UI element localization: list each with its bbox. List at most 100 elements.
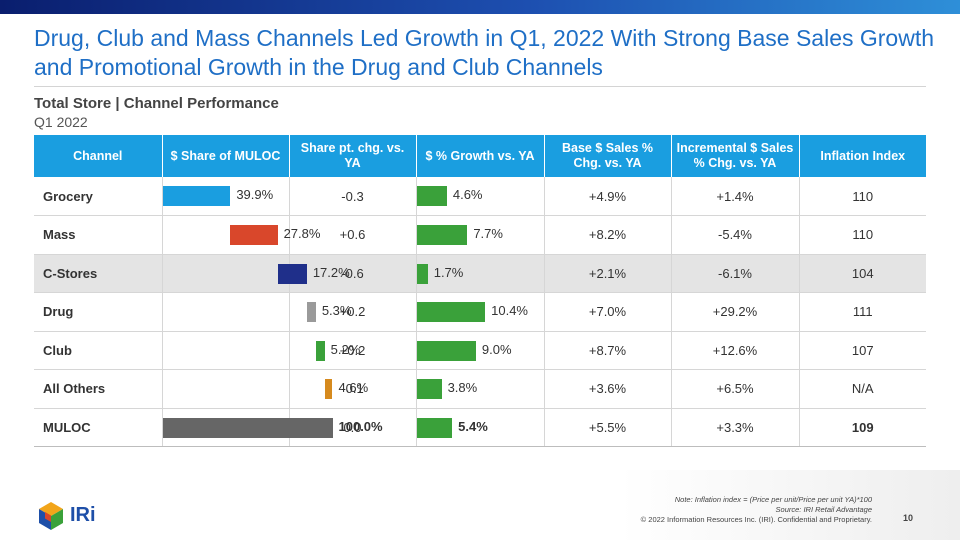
channel-name: MULOC — [34, 408, 163, 447]
share-change: -0.6 — [289, 254, 417, 293]
inflation-index: N/A — [799, 369, 926, 409]
share-bar — [162, 186, 231, 206]
share-cell: 100.0% — [162, 408, 383, 447]
growth-bar — [416, 225, 468, 245]
footnote-note: Note: Inflation index = (Price per unit/… — [674, 495, 872, 504]
table-row: MULOC 100.0% 0.0 5.4% +5.5% +3.3% 109 — [34, 408, 926, 447]
growth-label: 1.7% — [433, 264, 464, 280]
footnote: Note: Inflation index = (Price per unit/… — [675, 495, 872, 515]
header-share-chg: Share pt. chg. vs. YA — [289, 135, 417, 177]
growth-label: 5.4% — [458, 418, 488, 434]
share-bar — [230, 225, 278, 245]
share-label: 39.9% — [236, 187, 274, 202]
growth-cell: 7.7% — [416, 215, 545, 255]
base-sales-change: +5.5% — [544, 408, 672, 447]
inflation-index: 110 — [799, 215, 926, 255]
share-label: 27.8% — [283, 226, 321, 241]
growth-label: 4.6% — [452, 187, 483, 202]
channel-name: Mass — [34, 215, 163, 255]
base-sales-change: +7.0% — [544, 292, 672, 332]
share-bar — [315, 340, 325, 361]
share-bar — [306, 302, 316, 322]
incremental-sales-change: -6.1% — [671, 254, 800, 293]
channel-name: All Others — [34, 369, 163, 409]
inflation-index: 107 — [799, 331, 926, 370]
growth-bar — [416, 340, 476, 361]
base-sales-change: +3.6% — [544, 369, 672, 409]
table-row: C-Stores 17.2% -0.6 1.7% +2.1% -6.1% 104 — [34, 254, 926, 293]
growth-bar — [416, 417, 453, 438]
header-growth: $ % Growth vs. YA — [416, 135, 545, 177]
table-row: Club 5.2% +0.2 9.0% +8.7% +12.6% 107 — [34, 331, 926, 370]
incremental-sales-change: +1.4% — [671, 177, 800, 216]
share-bar — [162, 417, 333, 438]
share-change: -0.3 — [289, 177, 417, 216]
growth-label: 10.4% — [491, 303, 528, 318]
header-base: Base $ Sales % Chg. vs. YA — [544, 135, 672, 177]
table-subtitle: Total Store | Channel Performance — [34, 95, 279, 112]
footer-fade — [620, 470, 960, 540]
page-number: 10 — [903, 513, 914, 523]
share-label: 100.0% — [338, 418, 383, 434]
incremental-sales-change: +6.5% — [671, 369, 800, 409]
growth-label: 9.0% — [481, 341, 512, 357]
share-cell: 39.9% — [162, 177, 290, 216]
base-sales-change: +8.7% — [544, 331, 672, 370]
channel-name: Club — [34, 331, 163, 370]
incremental-sales-change: -5.4% — [671, 215, 800, 255]
growth-cell: 1.7% — [416, 254, 545, 293]
growth-bar — [416, 379, 442, 399]
share-cell: 5.2% — [162, 331, 360, 370]
inflation-index: 104 — [799, 254, 926, 293]
period-label: Q1 2022 — [34, 114, 88, 130]
share-cell: 17.2% — [162, 254, 350, 293]
growth-cell: 9.0% — [416, 331, 545, 370]
channel-name: Drug — [34, 292, 163, 332]
base-sales-change: +8.2% — [544, 215, 672, 255]
growth-cell: 5.4% — [416, 408, 545, 447]
table-row: All Others 4.6% -0.1 3.8% +3.6% +6.5% N/A — [34, 369, 926, 409]
share-change: +0.2 — [289, 331, 417, 370]
channel-name: Grocery — [34, 177, 163, 216]
iri-logo-text: IRi — [70, 504, 96, 526]
footnote-source: Source: IRI Retail Advantage — [775, 505, 872, 514]
share-change: -0.1 — [289, 369, 417, 409]
title-divider — [34, 86, 926, 87]
header-incremental: Incremental $ Sales % Chg. vs. YA — [671, 135, 800, 177]
share-cell: 27.8% — [162, 215, 320, 255]
growth-label: 7.7% — [473, 226, 503, 241]
table-header-row: Channel $ Share of MULOC Share pt. chg. … — [34, 135, 926, 177]
page-title: Drug, Club and Mass Channels Led Growth … — [34, 25, 935, 80]
growth-bar — [416, 263, 428, 284]
share-label: 17.2% — [312, 264, 350, 280]
channel-name: C-Stores — [34, 254, 163, 293]
share-label: 5.2% — [330, 341, 361, 357]
growth-bar — [416, 302, 486, 322]
growth-cell: 3.8% — [416, 369, 545, 409]
incremental-sales-change: +29.2% — [671, 292, 800, 332]
base-sales-change: +2.1% — [544, 254, 672, 293]
growth-cell: 4.6% — [416, 177, 545, 216]
channel-performance-table: Channel $ Share of MULOC Share pt. chg. … — [34, 135, 926, 447]
growth-label: 3.8% — [447, 380, 478, 395]
header-share: $ Share of MULOC — [162, 135, 290, 177]
table-row: Drug 5.3% +0.2 10.4% +7.0% +29.2% 111 — [34, 292, 926, 332]
share-cell: 5.3% — [162, 292, 351, 332]
inflation-index: 110 — [799, 177, 926, 216]
share-label: 4.6% — [338, 380, 369, 395]
share-cell: 4.6% — [162, 369, 368, 409]
inflation-index: 109 — [799, 408, 926, 447]
inflation-index: 111 — [799, 292, 926, 332]
growth-bar — [416, 186, 447, 206]
header-inflation: Inflation Index — [799, 135, 926, 177]
table-row: Mass 27.8% +0.6 7.7% +8.2% -5.4% 110 — [34, 215, 926, 255]
growth-cell: 10.4% — [416, 292, 545, 332]
incremental-sales-change: +12.6% — [671, 331, 800, 370]
copyright: © 2022 Information Resources Inc. (IRI).… — [640, 515, 872, 524]
header-channel: Channel — [34, 135, 163, 177]
incremental-sales-change: +3.3% — [671, 408, 800, 447]
top-banner — [0, 0, 960, 14]
table-row: Grocery 39.9% -0.3 4.6% +4.9% +1.4% 110 — [34, 177, 926, 216]
share-bar — [324, 379, 333, 399]
share-label: 5.3% — [321, 303, 352, 318]
